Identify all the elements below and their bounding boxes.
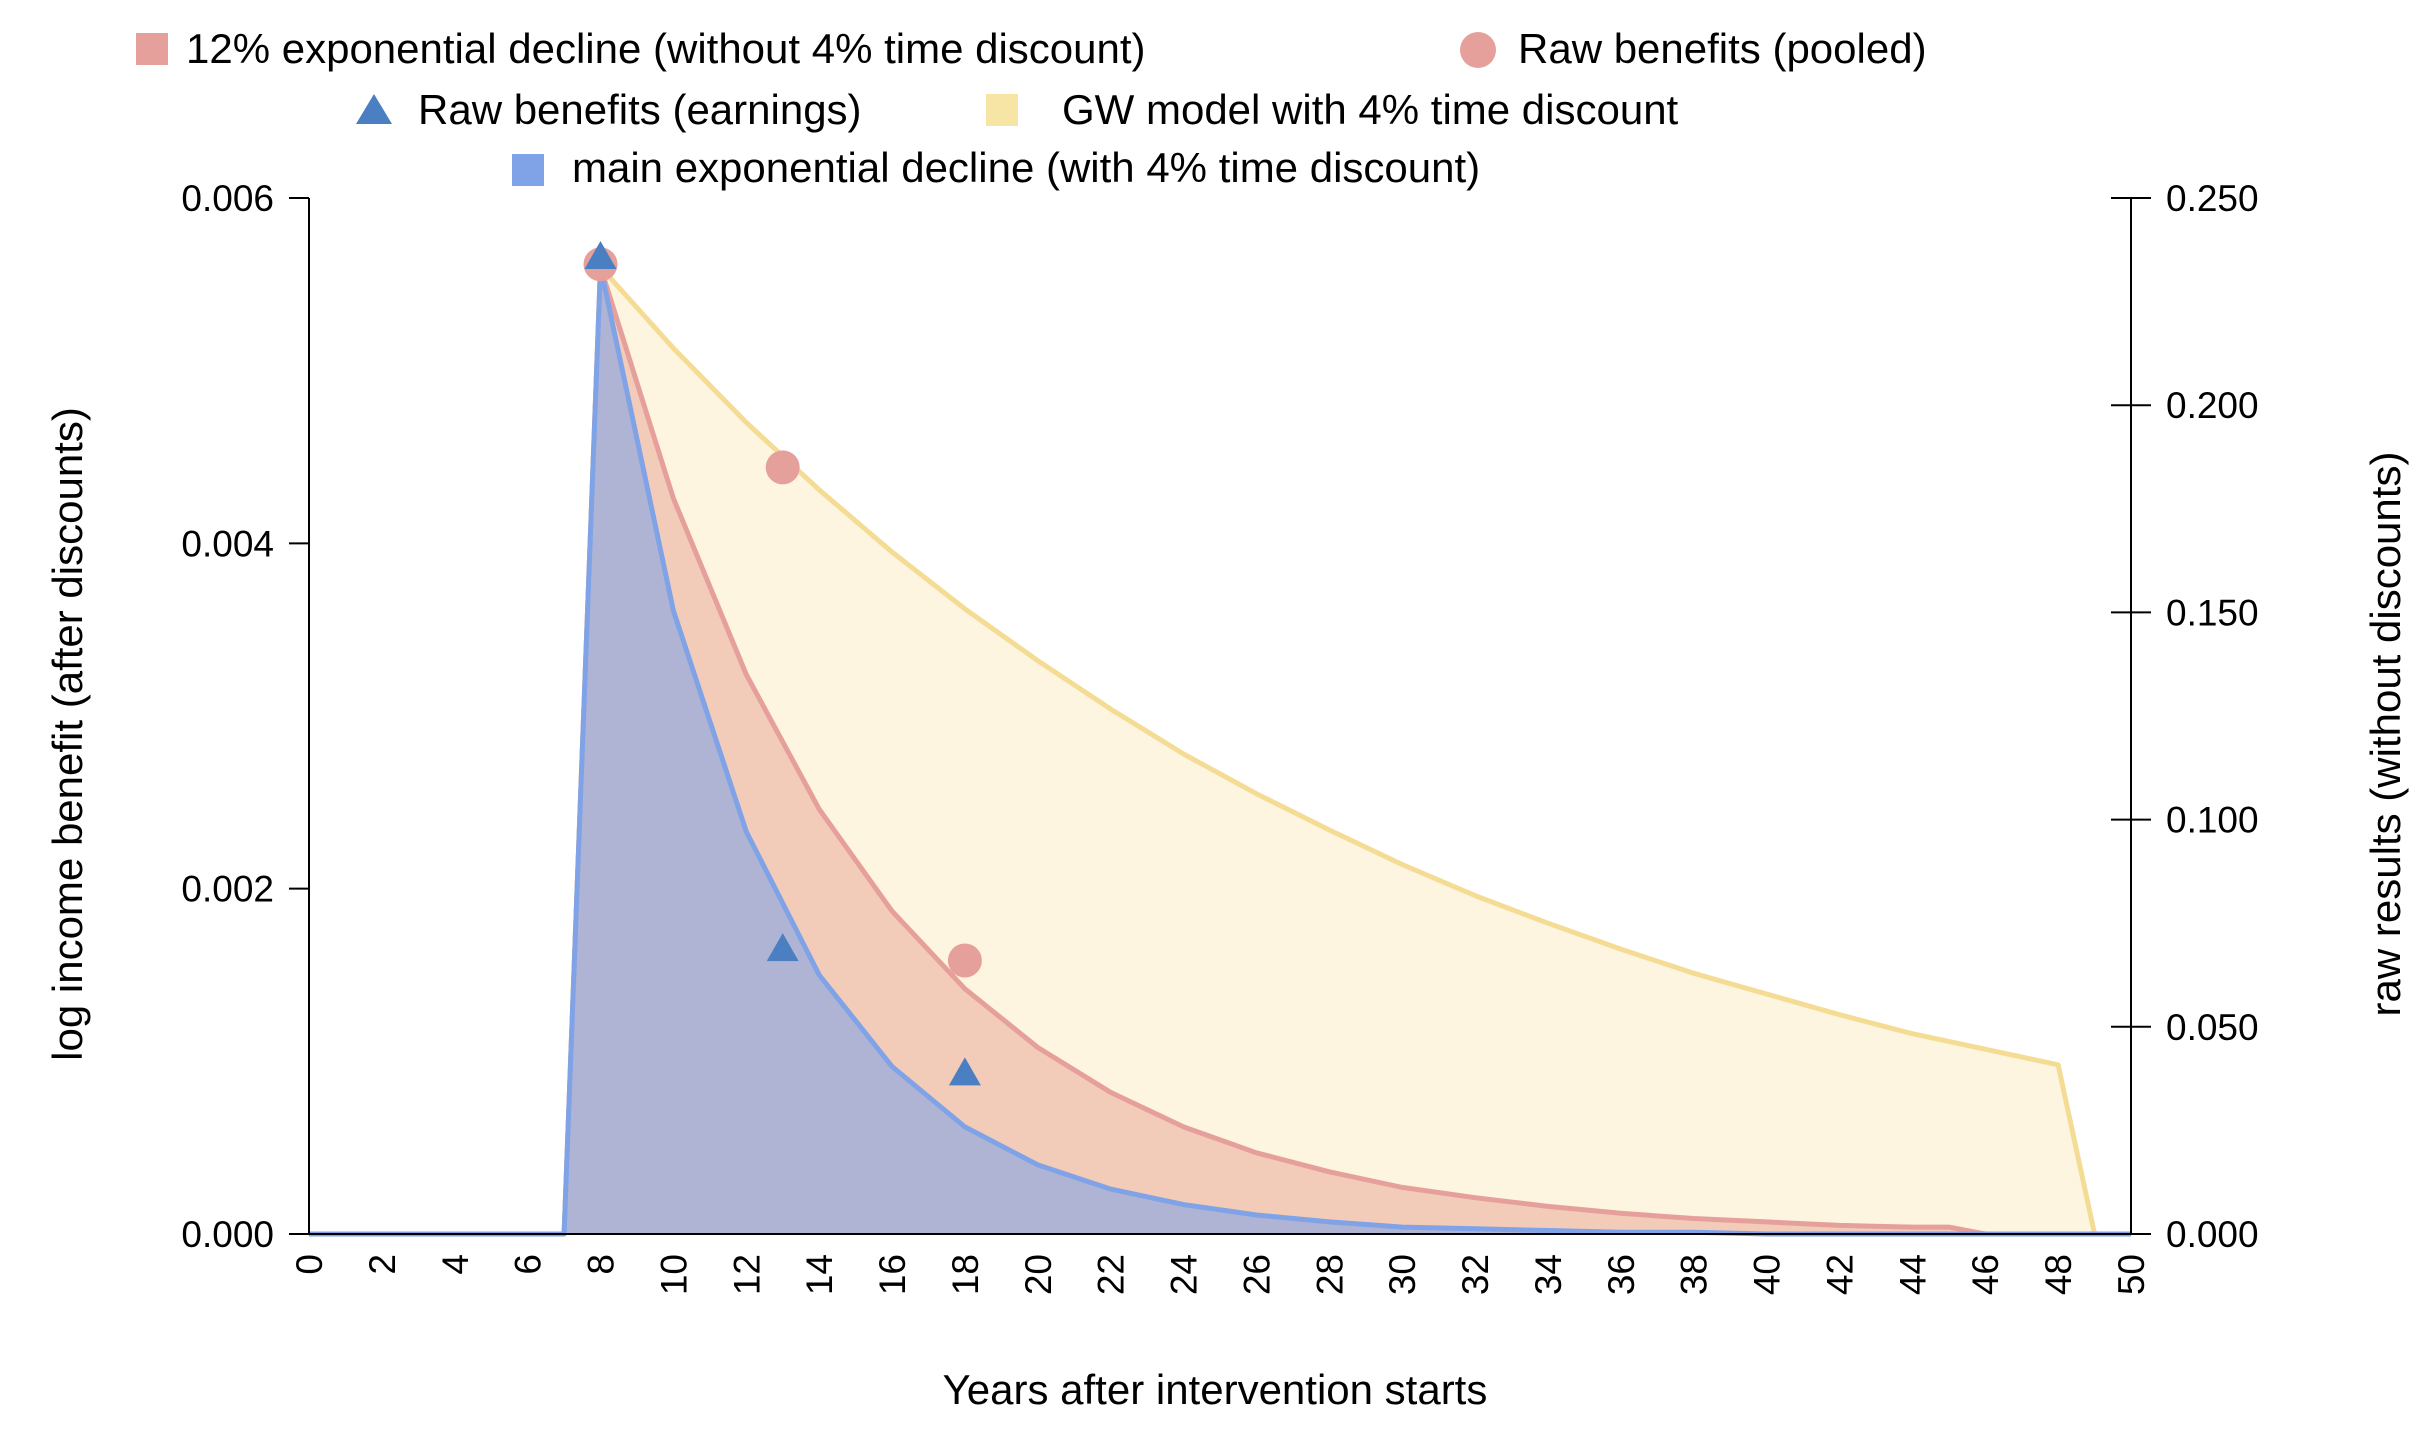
x-tick-label: 24	[1164, 1254, 1205, 1295]
legend-marker-raw-pooled	[1460, 32, 1496, 68]
x-tick-label: 38	[1674, 1254, 1715, 1295]
area-line-gw-model-with-4-time-discount	[309, 264, 2131, 1237]
x-tick-label: 22	[1091, 1254, 1132, 1295]
area-fill-main-exponential-decline-with-4-time-discount	[309, 267, 2131, 1235]
x-tick-label: 34	[1528, 1254, 1569, 1295]
plot-areas	[309, 264, 2131, 1237]
x-tick-label: 20	[1018, 1254, 1059, 1295]
y-axis-left-title: log income benefit (after discounts)	[44, 407, 91, 1061]
y-right-tick-label: 0.200	[2166, 385, 2259, 426]
x-tick-label: 28	[1309, 1254, 1350, 1295]
point-raw-benefits-earnings	[948, 1057, 981, 1086]
x-tick-label: 36	[1601, 1254, 1642, 1295]
point-raw-benefits-pooled	[947, 943, 982, 978]
x-tick-label: 46	[1965, 1254, 2006, 1295]
legend-label-raw-pooled: Raw benefits (pooled)	[1518, 25, 1927, 72]
plot-markers	[583, 241, 982, 1086]
legend: 12% exponential decline (without 4% time…	[136, 25, 1927, 191]
y-right-tick-label: 0.100	[2166, 800, 2259, 841]
x-tick-label: 10	[653, 1254, 694, 1295]
y-right-tick-label: 0.050	[2166, 1007, 2259, 1048]
x-tick-label: 48	[2038, 1254, 2079, 1295]
x-tick-label: 0	[289, 1254, 330, 1275]
x-tick-label: 16	[872, 1254, 913, 1295]
x-tick-label: 18	[945, 1254, 986, 1295]
y-left-tick-label: 0.004	[181, 523, 274, 564]
y-left-tick-label: 0.006	[181, 178, 274, 219]
legend-label-12pct-decline: 12% exponential decline (without 4% time…	[186, 25, 1146, 72]
y-axis-right-title: raw results (without discounts)	[2362, 452, 2409, 1017]
point-raw-benefits-pooled	[765, 450, 800, 485]
legend-swatch-gw-model	[986, 94, 1018, 126]
point-raw-benefits-earnings	[584, 241, 617, 269]
x-tick-label: 12	[726, 1254, 767, 1295]
x-tick-label: 2	[362, 1254, 403, 1275]
legend-label-gw-model: GW model with 4% time discount	[1062, 86, 1679, 133]
x-tick-label: 40	[1747, 1254, 1788, 1295]
legend-label-raw-earnings: Raw benefits (earnings)	[418, 86, 862, 133]
y-left-tick-label: 0.000	[181, 1214, 274, 1255]
point-raw-benefits-earnings	[766, 933, 799, 962]
x-tick-label: 6	[508, 1254, 549, 1275]
legend-swatch-12pct-decline	[136, 33, 168, 65]
x-tick-label: 50	[2111, 1254, 2152, 1295]
legend-label-main-decline: main exponential decline (with 4% time d…	[572, 144, 1480, 191]
y-right-tick-label: 0.000	[2166, 1214, 2259, 1255]
area-line-12-exponential-decline-without-4-time-discount	[309, 264, 2131, 1237]
legend-marker-raw-earnings	[356, 94, 392, 124]
x-tick-label: 30	[1382, 1254, 1423, 1295]
x-tick-label: 42	[1820, 1254, 1861, 1295]
x-tick-label: 26	[1236, 1254, 1277, 1295]
y-right-tick-label: 0.250	[2166, 178, 2259, 219]
x-axis-title: Years after intervention starts	[943, 1366, 1488, 1413]
x-tick-label: 4	[435, 1254, 476, 1275]
x-tick-label: 8	[581, 1254, 622, 1275]
legend-swatch-main-decline	[512, 154, 544, 186]
x-tick-label: 14	[799, 1254, 840, 1295]
x-tick-label: 44	[1892, 1254, 1933, 1295]
axes: 0 2 4 6 8 10 12 14 16 18 20 22 24 26 28 30 32 34 36 38 40 42 4…	[181, 178, 2258, 1295]
y-left-tick-label: 0.002	[181, 869, 274, 910]
x-tick-label: 32	[1455, 1254, 1496, 1295]
y-right-tick-label: 0.150	[2166, 592, 2259, 633]
